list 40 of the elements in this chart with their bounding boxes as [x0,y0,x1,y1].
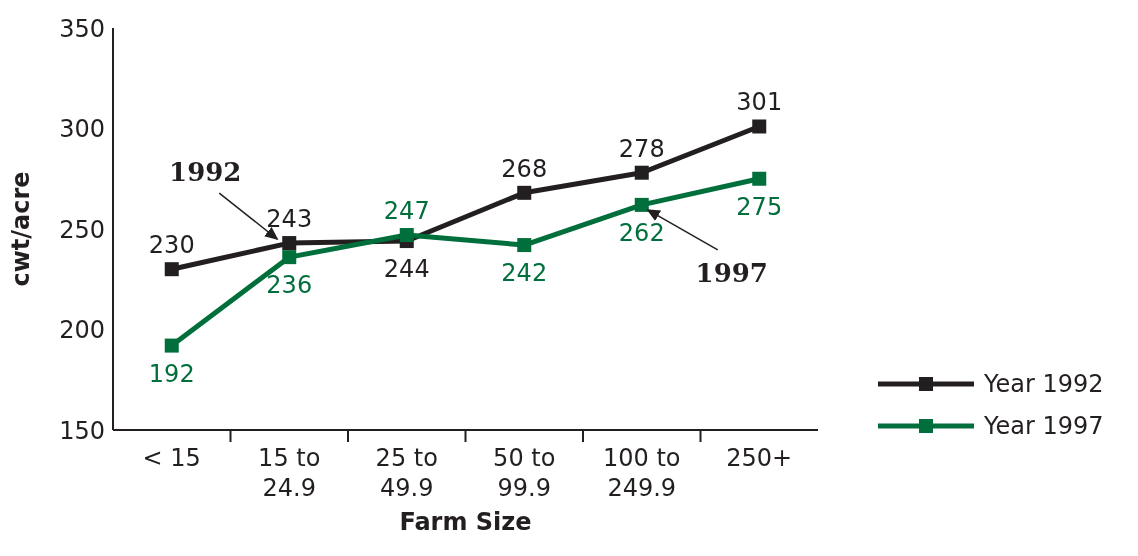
point [752,171,767,186]
data-label: 243 [266,205,313,234]
y-tick-label: 200 [59,316,105,345]
data-label: 242 [501,259,548,288]
data-label: 268 [501,154,548,183]
point [634,197,649,212]
legend-label: Year 1992 [984,370,1104,398]
point [164,338,179,353]
point [282,236,297,251]
annotation: 1992 [169,157,242,188]
point [517,238,532,253]
point [282,250,297,265]
x-axis-title: Farm Size [399,508,532,536]
y-tick-label: 300 [59,115,105,144]
x-tick-label: 100 to 249.9 [602,444,681,502]
data-label: 230 [148,231,195,260]
data-label: 192 [148,359,195,388]
point [634,165,649,180]
data-label: 278 [618,134,665,163]
data-label: 301 [736,88,783,117]
y-tick-label: 150 [59,416,105,445]
data-label: 247 [383,197,430,226]
point [517,185,532,200]
data-label: 244 [383,255,430,284]
x-tick-label: < 15 [142,444,201,472]
x-tick-label: 25 to 49.9 [375,444,438,502]
y-tick-label: 350 [59,14,105,43]
point [164,262,179,277]
x-tick-label: 50 to 99.9 [493,444,556,502]
y-axis-title: cwt/acre [6,171,35,287]
y-tick-label: 250 [59,215,105,244]
x-tick-label: 250+ [726,444,793,472]
x-tick-label: 15 to 24.9 [258,444,321,502]
annotation: 1997 [695,257,768,288]
data-label: 262 [618,218,665,247]
point [752,119,767,134]
legend-label: Year 1997 [984,412,1104,440]
point [399,228,414,243]
data-label: 236 [266,271,313,300]
data-label: 275 [736,192,783,221]
